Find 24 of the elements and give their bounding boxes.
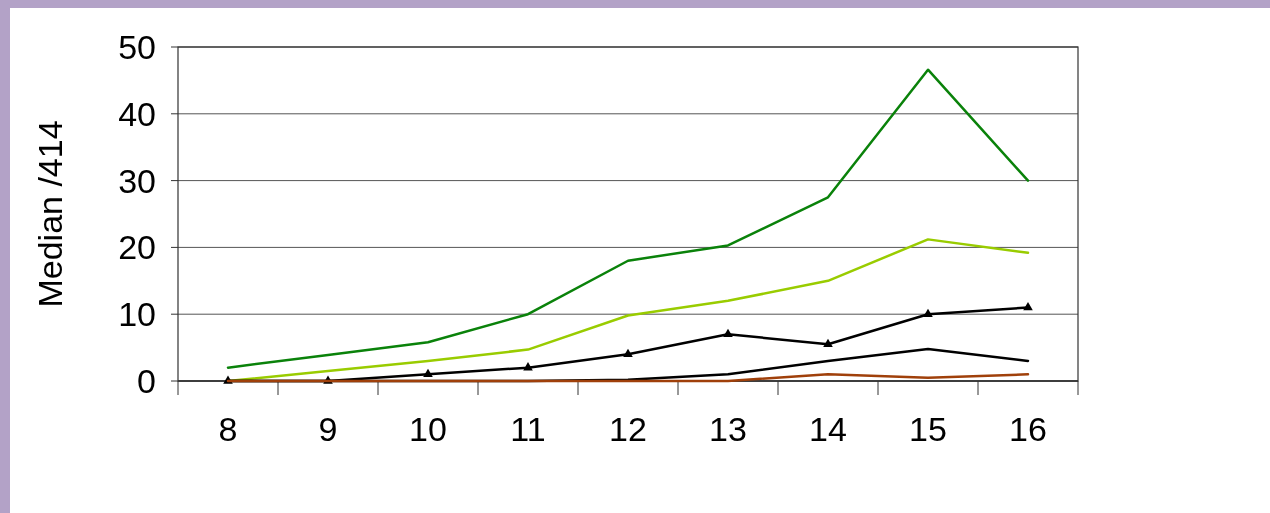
x-tick-label: 16 — [1009, 410, 1047, 448]
point — [1023, 301, 1033, 311]
y-tick-label: 30 — [118, 161, 156, 200]
y-tick-label: 40 — [118, 94, 156, 133]
point — [423, 368, 433, 378]
y-tick-label: 20 — [118, 228, 156, 267]
y-tick-label: 0 — [137, 361, 156, 400]
line-series — [226, 68, 1030, 369]
x-tick-label: 15 — [909, 410, 947, 448]
point — [523, 362, 533, 371]
point — [723, 328, 733, 338]
x-tick-label: 10 — [409, 410, 447, 448]
x-tick-label: 11 — [510, 410, 546, 448]
x-tick-label: 12 — [609, 410, 647, 448]
x-tick-label: 9 — [318, 410, 338, 448]
point — [823, 338, 833, 348]
x-tick-label: 14 — [809, 410, 847, 448]
y-tick-label: 50 — [118, 27, 156, 66]
x-tick-label: 13 — [709, 410, 747, 448]
x-tick-label: 8 — [218, 410, 238, 448]
point — [623, 348, 633, 358]
y-tick-label: 10 — [118, 295, 156, 334]
point — [923, 308, 933, 317]
y-axis-title: Median /414 — [31, 120, 69, 308]
